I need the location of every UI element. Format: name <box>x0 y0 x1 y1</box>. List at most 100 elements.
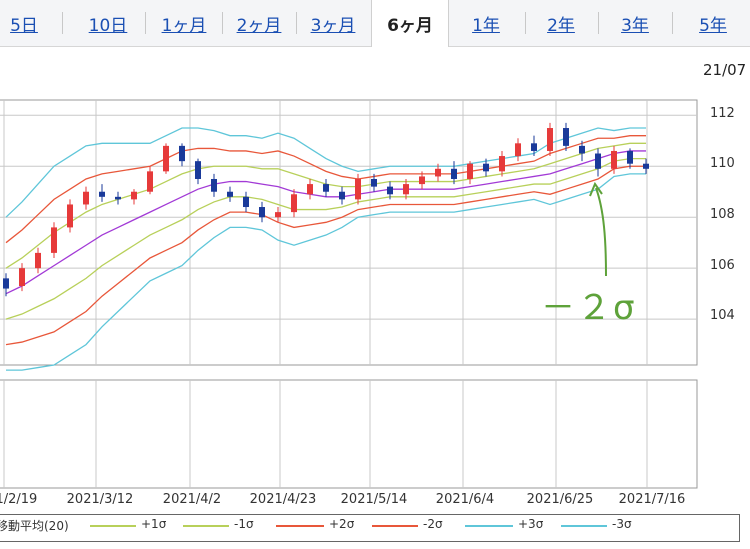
legend-swatch-minus3 <box>561 525 607 527</box>
legend-label-plus2: +2σ <box>329 517 355 531</box>
candle-body <box>51 227 57 253</box>
legend-label-plus3: +3σ <box>518 517 544 531</box>
chart-date-label: 21/07 <box>703 61 747 79</box>
band-plus2-line <box>5 135 646 244</box>
minus-2-sigma-annotation: －２σ <box>541 288 637 328</box>
band-minus1-line <box>5 157 646 320</box>
candle-body <box>323 184 329 192</box>
y-tick-label: 112 <box>710 106 735 121</box>
candle-body <box>483 163 489 172</box>
tab-separator <box>62 12 63 34</box>
candle-body <box>35 252 41 269</box>
x-tick-label: 2021/3/12 <box>66 492 134 507</box>
legend-swatch-plus1 <box>90 525 136 527</box>
band-minus3-line <box>6 173 646 371</box>
candle-body <box>83 191 89 205</box>
period-tab-bar: 5日 10日 1ヶ月 2ヶ月 3ヶ月 6ヶ月 1年 2年 3年 5年 <box>0 0 750 47</box>
candle-body <box>179 145 185 162</box>
candle-body <box>547 128 553 151</box>
legend-swatch-plus2 <box>276 525 324 527</box>
candle-body <box>259 207 265 218</box>
annotation-arrow <box>589 181 607 277</box>
band-plus3-line <box>5 127 646 218</box>
candle-body <box>19 268 25 287</box>
tab-3-months[interactable]: 3ヶ月 <box>310 15 356 36</box>
candle-body <box>643 163 649 169</box>
price-panel-frame <box>0 99 698 366</box>
candle-body <box>275 212 281 218</box>
legend-label-minus3: -3σ <box>612 517 632 531</box>
legend-swatch-plus3 <box>465 525 513 527</box>
tab-5-years[interactable]: 5年 <box>699 15 727 36</box>
tab-1-month[interactable]: 1ヶ月 <box>161 15 207 36</box>
candle-body <box>419 176 425 185</box>
x-tick-label: 2021/2/19 <box>0 492 38 507</box>
candle-body <box>563 128 569 146</box>
tab-2-years[interactable]: 2年 <box>547 15 575 36</box>
tab-separator <box>222 12 223 34</box>
chart-legend <box>0 514 740 542</box>
bollinger-bands <box>5 127 646 371</box>
tab-3-years[interactable]: 3年 <box>621 15 649 36</box>
candle-body <box>227 191 233 197</box>
candle-body <box>515 143 521 157</box>
candle-body <box>467 163 473 179</box>
y-tick-label: 104 <box>710 308 735 323</box>
candle-body <box>595 153 601 169</box>
x-tick-label: 2021/6/4 <box>435 492 495 507</box>
candle-body <box>531 143 537 151</box>
candle-body <box>243 196 249 208</box>
y-tick-label: 106 <box>710 258 735 273</box>
tab-separator <box>525 12 526 34</box>
legend-label-minus1: -1σ <box>234 517 254 531</box>
candle-body <box>387 186 393 195</box>
candle-body <box>339 191 345 200</box>
candle-body <box>131 191 137 200</box>
candle-body <box>291 194 297 213</box>
legend-label-ma: 移動平均(20) <box>0 519 69 533</box>
candle-body <box>147 171 153 192</box>
candle-body <box>611 150 617 169</box>
y-tick-label: 110 <box>710 156 735 171</box>
candle-body <box>211 178 217 192</box>
tab-5-days[interactable]: 5日 <box>10 15 38 36</box>
candle-body <box>435 168 441 177</box>
candle-body <box>579 145 585 154</box>
candle-body <box>99 191 105 197</box>
candle-body <box>451 168 457 179</box>
tab-separator <box>296 12 297 34</box>
candle-body <box>115 196 121 200</box>
lower-panel-frame <box>0 379 698 489</box>
candle-body <box>67 204 73 228</box>
candle-body <box>163 145 169 172</box>
legend-swatch-minus2 <box>372 525 418 527</box>
tab-separator <box>598 12 599 34</box>
candle-body <box>627 150 633 164</box>
tab-separator <box>145 12 146 34</box>
candle-body <box>499 156 505 172</box>
x-tick-label: 2021/5/14 <box>340 492 408 507</box>
tab-1-year[interactable]: 1年 <box>472 15 500 36</box>
tab-2-months[interactable]: 2ヶ月 <box>236 15 282 36</box>
x-tick-label: 2021/4/2 <box>162 492 222 507</box>
candle-body <box>355 178 361 200</box>
annotation-arrow-head <box>589 181 603 197</box>
candle-body <box>371 178 377 187</box>
band-plus1-line <box>5 142 646 269</box>
legend-label-minus2: -2σ <box>423 517 443 531</box>
candle-body <box>3 278 9 289</box>
tab-6-months[interactable]: 6ヶ月 <box>371 0 449 47</box>
candle-body <box>403 184 409 195</box>
candlestick-series <box>3 122 649 297</box>
tab-separator <box>672 12 673 34</box>
chart-grid <box>0 99 698 489</box>
legend-swatch-minus1 <box>183 525 229 527</box>
candle-body <box>307 184 313 195</box>
x-tick-label: 2021/6/25 <box>526 492 594 507</box>
band-minus2-line <box>5 165 646 346</box>
annotation-arrow-line <box>595 187 607 277</box>
x-tick-label: 2021/4/23 <box>249 492 317 507</box>
tab-10-days[interactable]: 10日 <box>88 15 128 36</box>
y-tick-label: 108 <box>710 207 735 222</box>
